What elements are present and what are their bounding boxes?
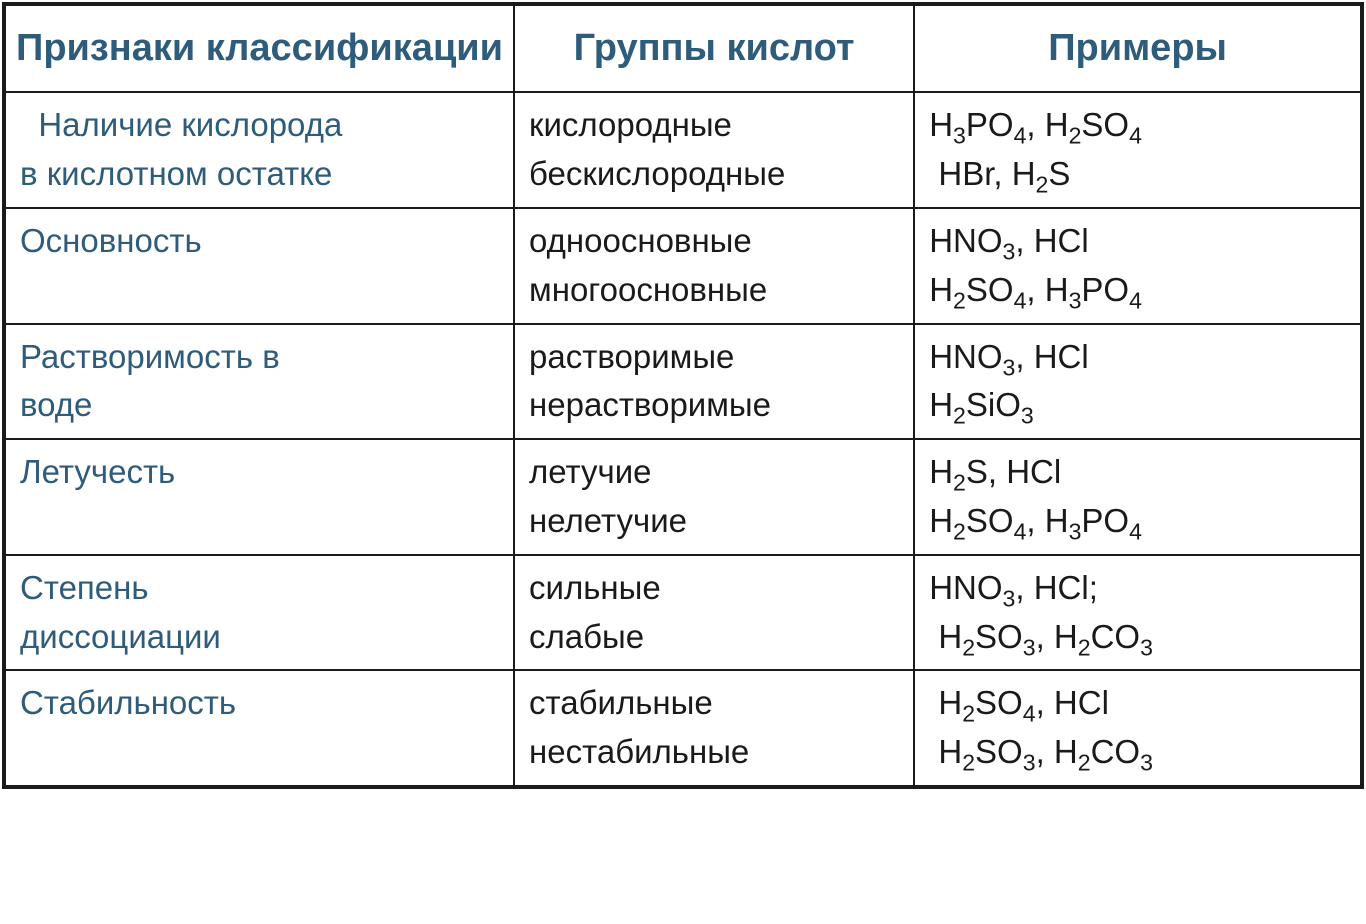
cell-line: H2S, HCl xyxy=(929,448,1346,497)
table-row: Стабильность стабильные нестабильные H2S… xyxy=(4,670,1362,787)
cell-line: H2SO3, H2CO3 xyxy=(929,728,1346,777)
cell-line: диссоциации xyxy=(20,613,499,662)
groups-cell: одноосновные многоосновные xyxy=(514,208,914,324)
cell-line: Летучесть xyxy=(20,448,499,497)
cell-line: сильные xyxy=(529,564,899,613)
cell-line: Наличие кислорода xyxy=(20,101,499,150)
criteria-cell: Основность xyxy=(4,208,514,324)
cell-line: Основность xyxy=(20,217,499,266)
cell-line: слабые xyxy=(529,613,899,662)
cell-line: растворимые xyxy=(529,333,899,382)
cell-line: H3PO4, H2SO4 xyxy=(929,101,1346,150)
criteria-cell: Стабильность xyxy=(4,670,514,787)
cell-line: нестабильные xyxy=(529,728,899,777)
column-header-groups: Группы кислот xyxy=(514,4,914,92)
cell-line: H2SO4, H3PO4 xyxy=(929,497,1346,546)
cell-line: многоосновные xyxy=(529,266,899,315)
cell-line: бескислородные xyxy=(529,150,899,199)
criteria-cell: Растворимость в воде xyxy=(4,324,514,440)
table-body: Наличие кислорода в кислотном остатке ки… xyxy=(4,92,1362,787)
cell-line: H2SO3, H2CO3 xyxy=(929,613,1346,662)
cell-line: Растворимость в xyxy=(20,333,499,382)
examples-cell: H3PO4, H2SO4 HBr, H2S xyxy=(914,92,1362,208)
table-row: Растворимость в воде растворимые нераств… xyxy=(4,324,1362,440)
cell-line: воде xyxy=(20,381,499,430)
cell-line: H2SO4, HCl xyxy=(929,679,1346,728)
groups-cell: стабильные нестабильные xyxy=(514,670,914,787)
cell-line: стабильные xyxy=(529,679,899,728)
table-row: Летучесть летучие нелетучие H2S, HCl H2S… xyxy=(4,439,1362,555)
cell-line: Степень xyxy=(20,564,499,613)
examples-cell: HNO3, HCl; H2SO3, H2CO3 xyxy=(914,555,1362,671)
examples-cell: HNO3, HCl H2SO4, H3PO4 xyxy=(914,208,1362,324)
table-row: Наличие кислорода в кислотном остатке ки… xyxy=(4,92,1362,208)
examples-cell: H2S, HCl H2SO4, H3PO4 xyxy=(914,439,1362,555)
table-header-row: Признаки классификации Группы кислот При… xyxy=(4,4,1362,92)
groups-cell: кислородные бескислородные xyxy=(514,92,914,208)
cell-line: HNO3, HCl xyxy=(929,333,1346,382)
column-header-criteria: Признаки классификации xyxy=(4,4,514,92)
cell-line: нелетучие xyxy=(529,497,899,546)
cell-line: HBr, H2S xyxy=(929,150,1346,199)
cell-line: Стабильность xyxy=(20,679,499,728)
criteria-cell: Летучесть xyxy=(4,439,514,555)
criteria-cell: Наличие кислорода в кислотном остатке xyxy=(4,92,514,208)
cell-line: в кислотном остатке xyxy=(20,150,499,199)
table-row: Степень диссоциации сильные слабые HNO3,… xyxy=(4,555,1362,671)
cell-line: летучие xyxy=(529,448,899,497)
cell-line: HNO3, HCl xyxy=(929,217,1346,266)
groups-cell: летучие нелетучие xyxy=(514,439,914,555)
examples-cell: H2SO4, HCl H2SO3, H2CO3 xyxy=(914,670,1362,787)
cell-line: HNO3, HCl; xyxy=(929,564,1346,613)
cell-line: H2SiO3 xyxy=(929,381,1346,430)
cell-line: кислородные xyxy=(529,101,899,150)
acids-classification-table: Признаки классификации Группы кислот При… xyxy=(2,2,1364,789)
cell-line: одноосновные xyxy=(529,217,899,266)
groups-cell: сильные слабые xyxy=(514,555,914,671)
column-header-examples: Примеры xyxy=(914,4,1362,92)
cell-line: H2SO4, H3PO4 xyxy=(929,266,1346,315)
cell-line: нерастворимые xyxy=(529,381,899,430)
examples-cell: HNO3, HCl H2SiO3 xyxy=(914,324,1362,440)
criteria-cell: Степень диссоциации xyxy=(4,555,514,671)
table-row: Основность одноосновные многоосновные HN… xyxy=(4,208,1362,324)
groups-cell: растворимые нерастворимые xyxy=(514,324,914,440)
